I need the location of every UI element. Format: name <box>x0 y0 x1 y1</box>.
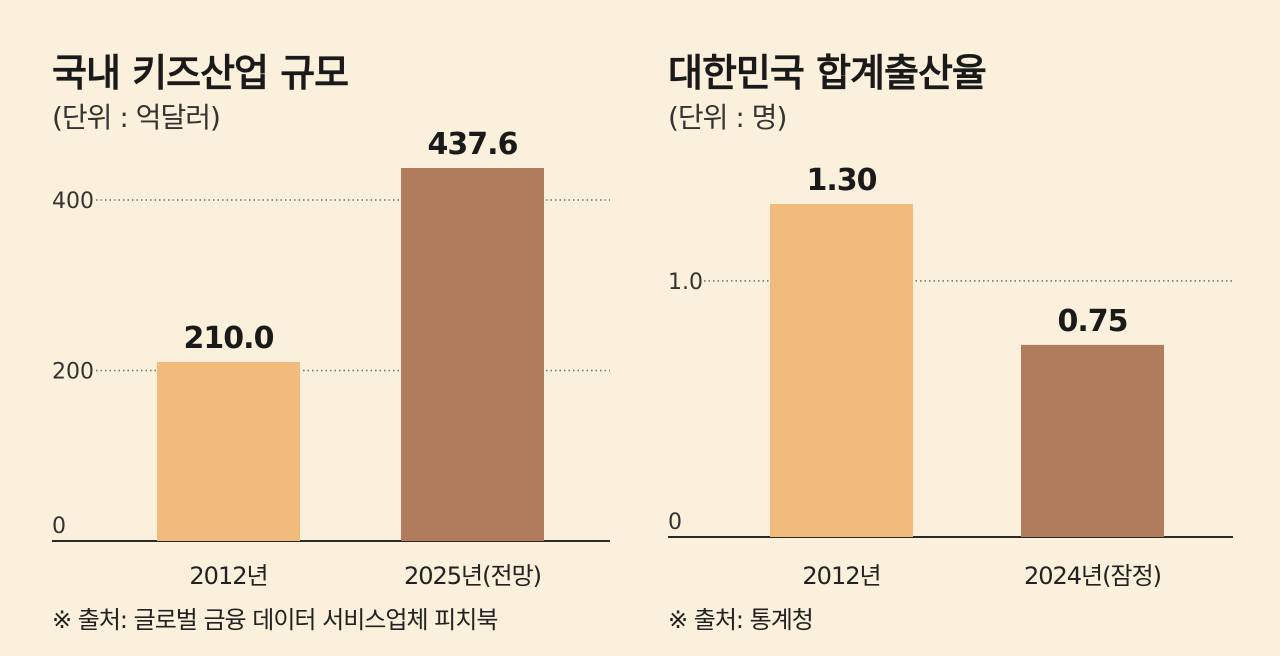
bar-value-label: 437.6 <box>428 127 518 162</box>
bar-value-label: 210.0 <box>184 321 274 356</box>
bar-chart-plot: 0 200 400 210.0 2012년 437.6 2025년(전망) <box>52 127 610 590</box>
y-tick-label: 400 <box>52 189 94 214</box>
bar <box>1021 344 1164 537</box>
bar <box>401 168 544 541</box>
chart-source: ※ 출처: 통계청 <box>668 606 814 634</box>
bar <box>157 362 300 541</box>
chart-title: 대한민국 합계출산율 <box>668 51 987 95</box>
x-tick-label: 2012년 <box>189 562 267 590</box>
x-tick-label: 2025년(전망) <box>404 562 541 590</box>
chart-title: 국내 키즈산업 규모 <box>52 51 349 95</box>
bar-value-label: 1.30 <box>806 163 876 198</box>
y-tick-label: 1.0 <box>668 270 703 295</box>
bar-chart-plot: 0 1.0 1.30 2012년 0.75 2024년(잠정) <box>668 163 1233 590</box>
y-tick-label: 0 <box>52 514 66 539</box>
y-tick-label: 0 <box>668 510 682 535</box>
chart-panel-fertility-rate: 대한민국 합계출산율 (단위 : 명) 0 1.0 1.30 2012년 0.75 202… <box>640 0 1280 656</box>
bar <box>770 204 913 537</box>
bar-value-label: 0.75 <box>1057 304 1127 339</box>
y-tick-label: 200 <box>52 360 94 385</box>
chart-unit: (단위 : 억달러) <box>52 101 221 134</box>
chart-source: ※ 출처: 글로벌 금융 데이터 서비스업체 피치북 <box>52 606 498 634</box>
chart-unit: (단위 : 명) <box>668 101 787 134</box>
chart-panel-kids-industry: 국내 키즈산업 규모 (단위 : 억달러) 0 200 400 210.0 2012년 4… <box>52 51 610 634</box>
x-tick-label: 2024년(잠정) <box>1024 562 1161 590</box>
x-tick-label: 2012년 <box>802 562 880 590</box>
